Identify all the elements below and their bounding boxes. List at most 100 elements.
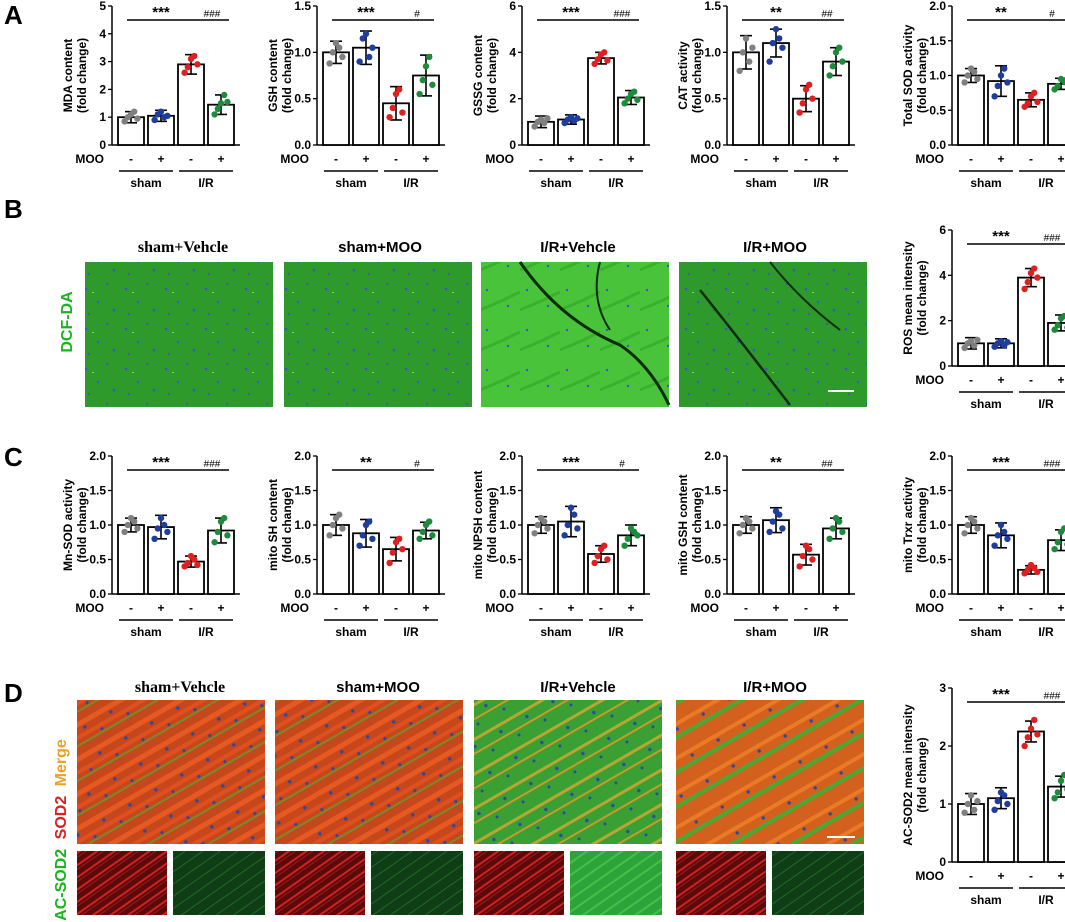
data-point — [776, 35, 783, 42]
image-title-ir-vehicle-d: I/R+Vehcle — [540, 679, 615, 696]
data-point — [1034, 731, 1041, 738]
moo-sign: + — [772, 601, 779, 615]
data-point — [604, 57, 611, 64]
micrograph-dcf-sham-moo — [284, 262, 472, 407]
stain-labels-d: AC-SOD2 SOD2 Merge — [53, 739, 70, 921]
significance-stars: ** — [995, 4, 1007, 21]
significance-hash: ### — [204, 459, 221, 470]
y-axis-label-line: MDA content — [61, 39, 75, 113]
group-label-ir: I/R — [403, 625, 419, 639]
y-tick-label: 0.5 — [89, 553, 106, 567]
data-point — [191, 556, 198, 563]
moo-sign: + — [1057, 601, 1064, 615]
moo-row-label: MOO — [75, 601, 104, 615]
data-point — [594, 56, 601, 63]
moo-row-label: MOO — [75, 152, 104, 166]
moo-row-label: MOO — [280, 152, 309, 166]
data-point — [386, 559, 393, 567]
significance-hash: ## — [821, 9, 833, 20]
bar — [1017, 730, 1045, 863]
moo-sign: + — [1057, 869, 1064, 883]
data-point — [997, 337, 1005, 345]
data-point — [739, 521, 746, 529]
data-point — [736, 67, 743, 75]
data-point — [772, 25, 780, 33]
tissue-crack — [699, 289, 791, 406]
y-axis-label: GSSG content(fold change) — [471, 35, 499, 116]
y-tick-label: 0.0 — [89, 587, 106, 601]
data-point — [564, 521, 571, 529]
y-axis-label-line: (fold change) — [280, 487, 294, 562]
y-tick-label: 2 — [99, 82, 106, 96]
scale-bar — [828, 390, 854, 392]
y-tick-label: 5 — [99, 0, 106, 13]
bar — [1047, 82, 1065, 146]
y-tick-label: 4 — [509, 45, 516, 59]
significance-hash: ### — [1044, 233, 1061, 244]
y-tick-label: 1.5 — [704, 0, 721, 13]
data-point — [1051, 545, 1058, 553]
y-tick-label: 2.0 — [929, 449, 946, 463]
chart-mda-content: 0 1 2 3 4 5 MDA content(fold change) *** ### MOO -… — [61, 0, 240, 190]
bar — [527, 524, 555, 595]
data-point — [621, 542, 628, 549]
data-point — [1027, 725, 1035, 732]
data-point — [1061, 525, 1065, 532]
group-label-sham: sham — [130, 625, 161, 639]
tissue-crack — [595, 261, 611, 331]
data-point — [997, 521, 1005, 529]
significance-stars: *** — [992, 454, 1010, 471]
y-tick-label: 1.0 — [89, 518, 106, 532]
panel-letter-c: C — [4, 442, 23, 472]
y-tick-label: 2.0 — [89, 449, 106, 463]
data-point — [184, 63, 191, 71]
moo-row-label: MOO — [915, 601, 944, 615]
moo-sign: - — [129, 601, 133, 615]
data-point — [1001, 792, 1008, 799]
data-point — [131, 518, 138, 525]
data-point — [1031, 265, 1038, 272]
data-point — [221, 91, 228, 99]
micrograph-sod2-ir-vehicle — [474, 851, 564, 915]
data-point — [392, 90, 400, 98]
y-axis-label: mito NPSH content(fold change) — [471, 471, 499, 580]
data-point — [157, 108, 165, 115]
tissue-crack — [769, 261, 841, 331]
y-axis-label-line: mito NPSH content — [471, 471, 485, 580]
moo-sign: + — [362, 152, 369, 166]
data-point — [967, 337, 975, 345]
y-tick-label: 0.5 — [929, 553, 946, 567]
data-point — [164, 112, 171, 120]
data-point — [332, 39, 340, 47]
data-point — [161, 521, 168, 529]
moo-row-label: MOO — [485, 601, 514, 615]
moo-sign: - — [394, 601, 398, 615]
y-tick-label: 1.5 — [294, 0, 311, 13]
data-point — [836, 518, 843, 525]
y-tick-label: 0.5 — [704, 553, 721, 567]
data-point — [151, 535, 158, 542]
image-title-sham-moo-b: sham+MOO — [338, 239, 422, 256]
data-point — [224, 532, 231, 539]
image-title-sham-vehicle-b: sham+Vehcle — [138, 239, 228, 256]
bar — [762, 42, 790, 146]
y-tick-label: 0 — [99, 138, 106, 152]
y-axis-label: mito SH content(fold change) — [266, 479, 294, 571]
data-point — [601, 542, 608, 549]
y-axis-label-line: mito GSH content — [676, 474, 690, 575]
moo-sign: - — [1029, 601, 1033, 615]
group-label-ir: I/R — [608, 176, 624, 190]
data-point — [329, 49, 336, 56]
data-point — [326, 532, 333, 539]
data-point — [796, 109, 803, 116]
y-tick-label: 1.5 — [929, 484, 946, 498]
y-axis-label-line: (fold change) — [690, 487, 704, 562]
stain-label-dcf-da: DCF-DA — [59, 291, 76, 353]
data-point — [1001, 65, 1008, 72]
moo-sign: + — [997, 152, 1004, 166]
group-label-sham: sham — [335, 625, 366, 639]
data-point — [134, 115, 141, 122]
data-point — [799, 552, 806, 560]
group-label-sham: sham — [745, 176, 776, 190]
